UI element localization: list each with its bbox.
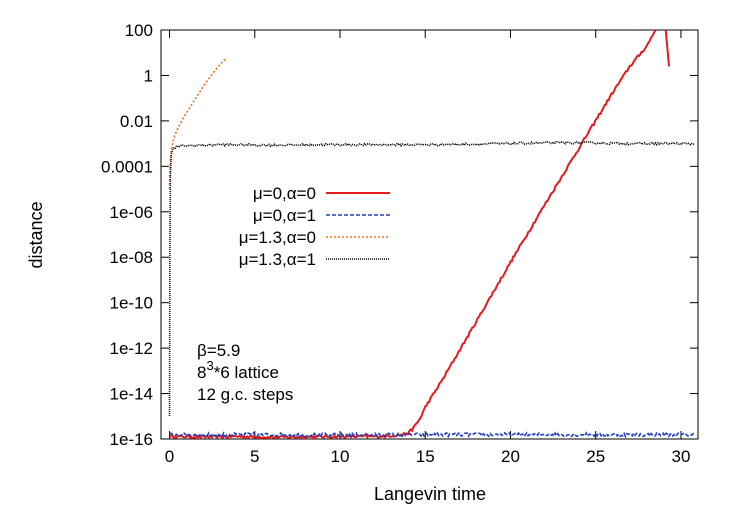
annotation-lattice-rest: *6 lattice	[214, 363, 279, 382]
y-tick-label-1: 1e-14	[110, 385, 153, 404]
y-tick-label-6: 0.0001	[101, 157, 153, 176]
series-layer	[168, 30, 696, 439]
legend-label-3: μ=1.3,α=1	[239, 250, 316, 269]
x-axis-label: Langevin time	[374, 484, 486, 504]
y-axis-label: distance	[26, 201, 46, 268]
ticks	[161, 29, 698, 440]
legend: μ=0,α=0 μ=0,α=1 μ=1.3,α=0 μ=1.3,α=1	[239, 184, 390, 269]
x-tick-label-3: 15	[416, 447, 435, 466]
annotation-beta: β=5.9	[197, 341, 240, 360]
legend-label-1: μ=0,α=1	[253, 206, 316, 225]
legend-label-2: μ=1.3,α=0	[239, 228, 316, 247]
plot-frame	[160, 29, 699, 440]
x-tick-label-2: 10	[331, 447, 350, 466]
x-tick-label-1: 5	[250, 447, 259, 466]
series-line-2	[168, 58, 227, 190]
legend-label-0: μ=0,α=0	[253, 184, 316, 203]
annotation-steps: 12 g.c. steps	[197, 385, 293, 404]
x-tick-label-0: 0	[165, 447, 174, 466]
y-tick-label-5: 1e-06	[110, 203, 153, 222]
y-tick-label-4: 1e-08	[110, 248, 153, 267]
annotation-lattice-exp: 3	[206, 358, 213, 373]
x-tick-label-6: 30	[671, 447, 690, 466]
annotation-lattice: 83*6 lattice	[197, 358, 279, 382]
tick-labels: 0 5 10 15 20 25 30 1e-16 1e-14 1e-12 1e-10 1e-08 1e-…	[101, 21, 690, 466]
y-tick-label-0: 1e-16	[110, 430, 153, 449]
y-tick-label-9: 100	[125, 21, 153, 40]
y-tick-label-2: 1e-12	[110, 339, 153, 358]
annotation-lattice-base: 8	[197, 363, 206, 382]
x-tick-label-4: 20	[501, 447, 520, 466]
series-line-1	[169, 431, 696, 439]
y-tick-label-7: 0.01	[120, 112, 153, 131]
annotation-block: β=5.9 83*6 lattice 12 g.c. steps	[197, 341, 293, 404]
x-tick-label-5: 25	[586, 447, 605, 466]
series-line-0	[168, 30, 671, 439]
y-tick-label-3: 1e-10	[110, 294, 153, 313]
y-tick-label-8: 1	[144, 66, 153, 85]
series-line-3	[168, 140, 695, 416]
